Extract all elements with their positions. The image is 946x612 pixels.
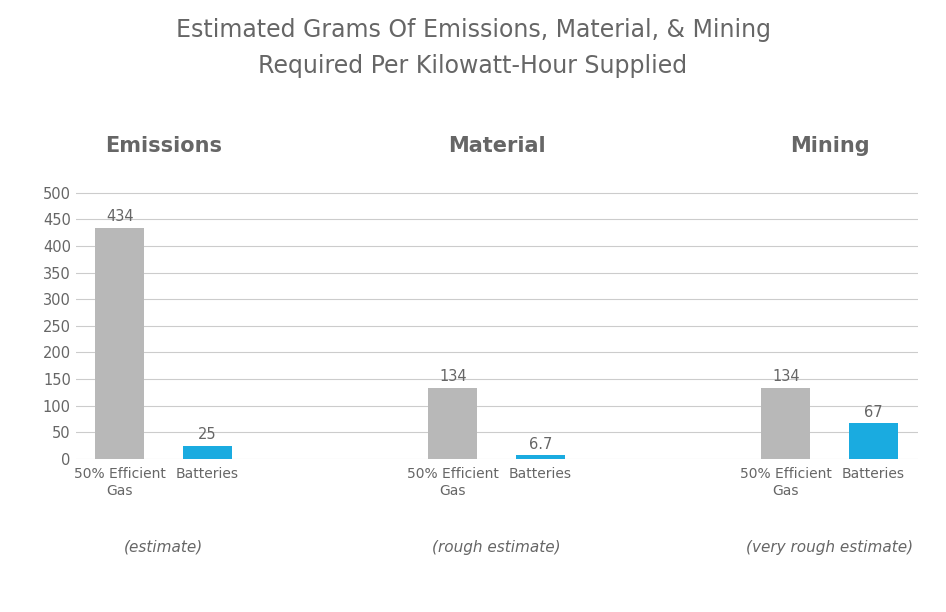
Text: 134: 134 — [772, 369, 799, 384]
Text: 6.7: 6.7 — [529, 437, 552, 452]
Text: 67: 67 — [864, 405, 883, 420]
Text: Mining: Mining — [790, 135, 869, 155]
Text: (estimate): (estimate) — [124, 540, 203, 554]
Text: Estimated Grams Of Emissions, Material, & Mining
Required Per Kilowatt-Hour Supp: Estimated Grams Of Emissions, Material, … — [176, 18, 770, 78]
Text: 434: 434 — [106, 209, 133, 224]
Text: Emissions: Emissions — [105, 135, 222, 155]
Bar — [516, 455, 565, 459]
Text: 134: 134 — [439, 369, 466, 384]
Text: 25: 25 — [198, 427, 217, 442]
Bar — [96, 228, 145, 459]
Text: (very rough estimate): (very rough estimate) — [746, 540, 913, 554]
Bar — [762, 387, 811, 459]
Bar — [183, 446, 232, 459]
Text: Material: Material — [447, 135, 546, 155]
Bar — [429, 387, 478, 459]
Bar — [849, 424, 898, 459]
Text: (rough estimate): (rough estimate) — [432, 540, 561, 554]
